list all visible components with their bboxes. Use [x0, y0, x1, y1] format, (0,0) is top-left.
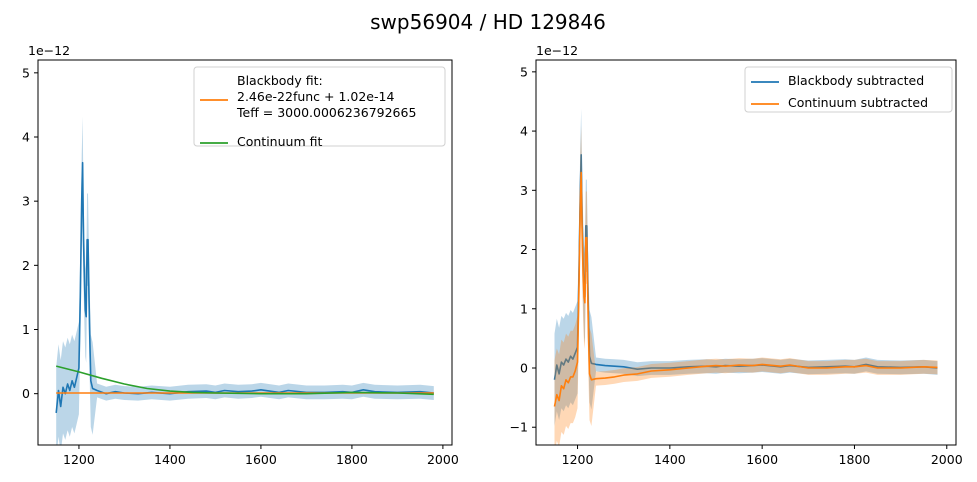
right-x-tick-label: 1600 — [746, 452, 778, 467]
left-y-tick-label: 0 — [22, 386, 30, 401]
right-series-1-uncertainty-band — [554, 126, 938, 445]
right-y-tick-label: 2 — [520, 242, 528, 257]
left-axes-frame — [37, 59, 453, 446]
left-x-tick-label: 1600 — [245, 452, 277, 467]
right-plot: 1e−12 1200 1400 1600 1800 2000 −1 0 1 2 3 4 5 Blackb… — [510, 43, 963, 467]
left-x-tick-label: 2000 — [427, 452, 459, 467]
right-x-tick-label: 1400 — [654, 452, 686, 467]
left-legend: Blackbody fit:2.46e-22func + 1.02e-14Tef… — [193, 66, 446, 149]
left-series-0-uncertainty-band — [56, 116, 434, 445]
left-series-2-line — [56, 365, 434, 396]
left-y-tick-label: 5 — [22, 65, 30, 80]
right-axes-frame — [535, 59, 957, 446]
figure-title: swp56904 / HD 129846 — [370, 10, 606, 34]
right-legend: Blackbody subtracted Continuum subtracted — [744, 66, 953, 113]
right-legend-box — [744, 66, 953, 113]
right-y-tick-label: −1 — [510, 420, 528, 435]
left-y-tick-label: 4 — [22, 130, 30, 145]
left-y-tick-label: 3 — [22, 194, 30, 209]
left-legend-label: 2.46e-22func + 1.02e-14 — [237, 89, 394, 104]
left-x-tick-label: 1400 — [154, 452, 186, 467]
left-y-tick-label: 1 — [22, 322, 30, 337]
right-y-tick-label: 3 — [520, 183, 528, 198]
right-y-tick-label: 0 — [520, 361, 528, 376]
right-y-tick-label: 4 — [520, 124, 528, 139]
right-legend-label: Blackbody subtracted — [788, 73, 924, 88]
right-x-tick-label: 1200 — [562, 452, 594, 467]
left-plot: 1e−12 1200 1400 1600 1800 2000 0 1 2 3 4 5 Blackbod… — [22, 43, 459, 467]
right-y-tick-label: 1 — [520, 301, 528, 316]
right-series-0-uncertainty-band — [554, 108, 938, 426]
left-series-0-line — [55, 161, 434, 413]
left-y-tick-label: 2 — [22, 258, 30, 273]
left-x-tick-label: 1200 — [63, 452, 95, 467]
left-offset-text: 1e−12 — [28, 43, 70, 58]
left-legend-label: Teff = 3000.0006236792665 — [236, 105, 416, 120]
right-legend-label: Continuum subtracted — [788, 95, 928, 110]
right-data-area — [553, 108, 938, 445]
right-series-1-line — [553, 171, 938, 407]
right-series-0-line — [553, 154, 938, 380]
left-legend-label: Continuum fit — [237, 134, 322, 149]
left-x-tick-label: 1800 — [336, 452, 368, 467]
left-legend-label: Blackbody fit: — [237, 73, 323, 88]
right-y-tick-label: 5 — [520, 64, 528, 79]
left-legend-box — [193, 66, 446, 147]
right-offset-text: 1e−12 — [536, 43, 578, 58]
left-data-area — [55, 116, 434, 445]
right-x-tick-label: 1800 — [839, 452, 871, 467]
right-x-tick-label: 2000 — [931, 452, 963, 467]
